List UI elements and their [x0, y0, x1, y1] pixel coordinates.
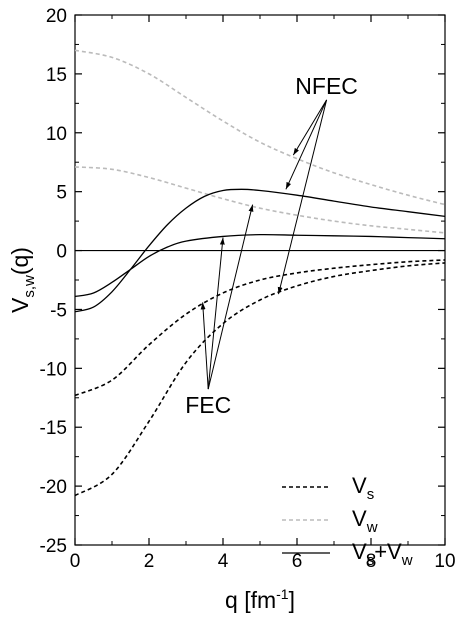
- y-tick-label: -15: [40, 418, 67, 439]
- y-tick-label: -5: [50, 300, 67, 321]
- legend-sub: w: [366, 519, 378, 536]
- nfec-arrow: [292, 99, 328, 156]
- y-axis-title-end: (q): [7, 247, 33, 275]
- x-axis-title-sup: -1: [276, 586, 289, 602]
- annotations: NFEC FEC: [185, 73, 358, 418]
- y-tick-label: -20: [40, 477, 67, 498]
- x-tick-label: 6: [292, 551, 303, 572]
- fec-arrow: [207, 237, 225, 390]
- data-curves: [74, 49, 446, 497]
- x-tick-label: 4: [218, 551, 229, 572]
- legend-sub: s: [367, 486, 375, 503]
- x-axis-title-end: ]: [289, 587, 295, 613]
- legend-label: Vs: [352, 473, 374, 503]
- x-tick-label: 10: [434, 551, 455, 572]
- y-axis-title-main: V: [7, 297, 33, 313]
- legend-main: V: [352, 506, 367, 531]
- vs-plus-vw-nfec-curve: [74, 188, 446, 313]
- nfec-arrow: [277, 99, 328, 295]
- legend-label: Vw: [352, 506, 378, 536]
- y-tick-label: 15: [46, 65, 67, 86]
- legend-sub: s: [367, 552, 375, 569]
- vw-nfec-curve: [74, 49, 446, 206]
- y-tick-label: 10: [46, 124, 67, 145]
- y-axis-title-sub: s,w: [21, 275, 38, 298]
- nfec-annotation-label: NFEC: [295, 73, 358, 99]
- x-tick-label: 8: [366, 551, 377, 572]
- y-tick-label: 0: [56, 242, 67, 263]
- plot-frame: [74, 14, 446, 546]
- y-tick-label: 20: [46, 6, 67, 27]
- legend-sub2: w: [401, 552, 413, 569]
- vs-fec-curve: [74, 262, 446, 497]
- y-tick-label: -25: [40, 536, 67, 557]
- legend-main: V: [352, 473, 367, 498]
- x-tick-label: 0: [70, 551, 81, 572]
- vw-fec-curve: [74, 166, 446, 234]
- plot-area: 0 2 4 6 8 10 20 15 10 5 0 -5 -10 -15 -20 -25: [40, 6, 456, 572]
- x-axis-title-main: q [fm: [225, 587, 276, 613]
- y-tick-label: 5: [56, 183, 67, 204]
- x-axis-title: q [fm-1]: [225, 586, 295, 613]
- legend-plus: +V: [374, 539, 402, 564]
- axes-labels: q [fm-1] Vs,w(q): [7, 247, 295, 613]
- y-tick-label: -10: [40, 359, 67, 380]
- x-tick-label: 2: [144, 551, 155, 572]
- legend-label: Vs+Vw: [352, 539, 413, 569]
- nfec-arrow: [285, 99, 328, 190]
- fec-arrow: [200, 302, 209, 390]
- fec-annotation-label: FEC: [185, 392, 231, 418]
- legend-main: V: [352, 539, 367, 564]
- y-axis-title: Vs,w(q): [7, 247, 38, 313]
- fec-arrow: [207, 204, 254, 390]
- vs-nfec-curve: [74, 259, 446, 397]
- vs-plus-vw-fec-curve: [74, 233, 446, 298]
